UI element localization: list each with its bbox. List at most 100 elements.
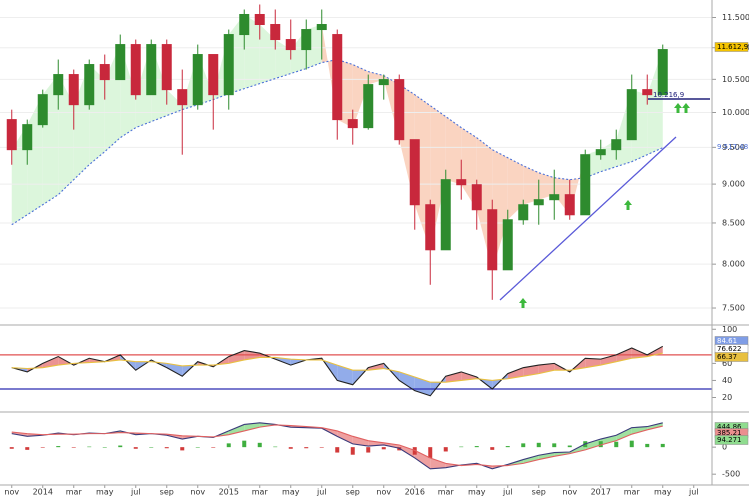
fill-segment (507, 367, 524, 379)
y-tick-label: 40 (722, 376, 732, 385)
arrow-up (519, 298, 527, 308)
candle-body (223, 34, 234, 96)
x-tick-label: sep (346, 488, 360, 497)
x-tick-label: jul (502, 488, 513, 497)
y-tick-label: 10.500 (722, 75, 749, 84)
candle-body (177, 89, 188, 106)
x-tick-label: 2014 (33, 488, 53, 497)
histogram-bar (195, 447, 200, 448)
annotation: 84.61 (717, 337, 737, 345)
candle-body (146, 44, 157, 96)
histogram-bar (87, 446, 92, 448)
candle-body (115, 44, 126, 81)
fill-segment (166, 89, 183, 116)
candle-body (642, 89, 653, 96)
y-tick-label: 8.500 (722, 218, 745, 227)
x-tick-label: mar (624, 488, 641, 497)
histogram-bar (71, 447, 76, 448)
histogram-bar (660, 443, 665, 448)
histogram-bar (180, 447, 185, 451)
fill-segment (399, 444, 415, 458)
label-box (714, 435, 749, 445)
fill-segment (538, 452, 555, 460)
histogram-bar (443, 447, 448, 452)
histogram-bar (9, 447, 14, 449)
candle-body (456, 179, 467, 186)
fill-segment (631, 348, 648, 359)
y-tick-label: 11.500 (722, 13, 749, 22)
candle-body (130, 44, 141, 96)
histogram-bar (164, 447, 169, 449)
fill-segment (445, 116, 462, 185)
fill-segment (538, 363, 555, 374)
histogram-bar (56, 446, 61, 448)
marks (6, 4, 668, 470)
histogram-bar (40, 447, 45, 448)
candle-body (533, 199, 544, 206)
y-tick-label: 7.500 (722, 304, 745, 313)
candle-body (99, 64, 110, 81)
candle-body (192, 54, 203, 106)
fill-segment (244, 422, 260, 431)
candle-body (37, 94, 48, 126)
histogram-bar (598, 441, 603, 448)
series-line (11, 345, 664, 397)
x-tick-label: mar (66, 488, 83, 497)
histogram-bar (366, 447, 371, 453)
x-tick-label: nov (4, 488, 19, 497)
label-box (714, 352, 749, 362)
fill-segment (228, 350, 245, 364)
candle-body (487, 209, 498, 271)
annotation: 10.216,9 (653, 91, 684, 99)
fill-segment (647, 422, 663, 430)
x-tick-label: jul (130, 488, 141, 497)
y-tick-label: 0 (722, 443, 727, 452)
histogram-bar (552, 443, 557, 448)
candle-body (518, 204, 529, 221)
candle-body (471, 184, 482, 211)
y-tick-label: -500 (722, 470, 740, 479)
candle-body (208, 54, 219, 96)
candle-body (254, 13, 265, 26)
y-tick-label: 100 (722, 325, 737, 334)
histogram-bar (25, 447, 30, 450)
x-tick-label: 2016 (405, 488, 425, 497)
fill-segment (616, 427, 632, 441)
x-tick-label: mar (252, 488, 269, 497)
x-tick-label: jul (316, 488, 327, 497)
candle-body (549, 194, 560, 201)
candle-body (394, 79, 405, 141)
candle-body (68, 74, 79, 106)
histogram-bar (521, 443, 526, 448)
candle-body (626, 89, 637, 141)
x-tick-label: 2017 (591, 488, 611, 497)
histogram-bar (490, 447, 495, 450)
candle-body (53, 74, 64, 96)
histogram-bar (118, 445, 123, 448)
fill-segment (600, 435, 617, 445)
candle-body (502, 219, 513, 271)
candle-body (285, 39, 296, 51)
histogram-bar (102, 447, 107, 448)
annotation: 94.271 (717, 436, 742, 444)
fill-segment (523, 165, 539, 205)
fill-segment (73, 358, 90, 366)
annotation: 385.21 (717, 429, 742, 437)
candle-body (301, 29, 312, 51)
histogram-bar (149, 447, 154, 448)
candle-body (657, 49, 668, 96)
fill-segment (337, 365, 353, 385)
histogram-bar (567, 445, 572, 448)
histogram-bar (242, 440, 247, 448)
histogram-bar (226, 443, 231, 448)
histogram-bar (629, 440, 634, 448)
fill-segment (430, 457, 446, 469)
histogram-bar (645, 443, 650, 448)
arrow-up (624, 200, 632, 210)
fill-segment (42, 356, 59, 368)
labels: 7.500 8.000 8.500 9.000 9.500 10.000 10.500 11.… (4, 13, 749, 496)
x-tick-label: nov (376, 488, 391, 497)
arrow-up (674, 103, 682, 113)
